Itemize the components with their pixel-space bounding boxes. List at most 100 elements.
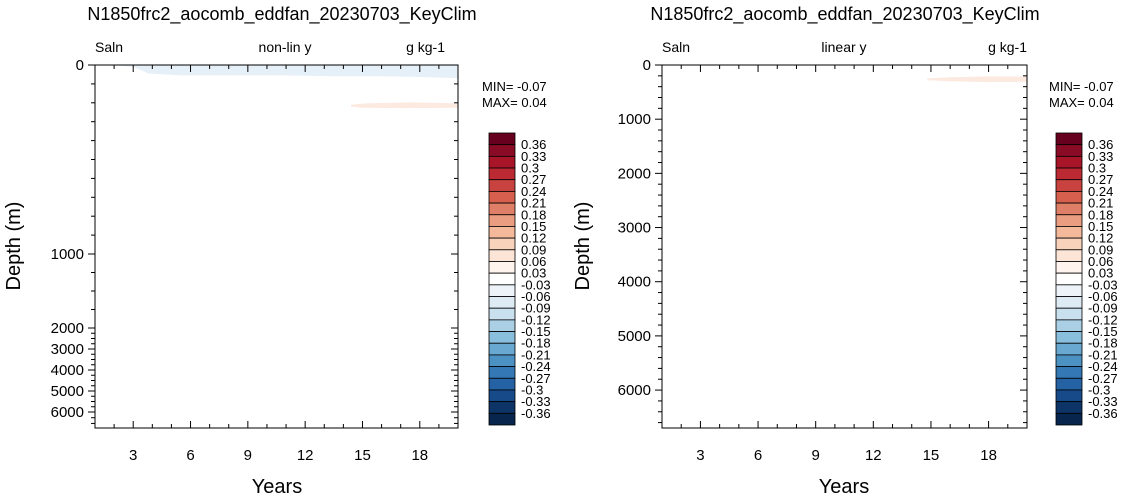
y-tick-label: 2000 xyxy=(51,320,84,337)
y-tick-label: 0 xyxy=(76,57,84,74)
colorbar-label: 0.06 xyxy=(521,254,546,269)
colorbar-label: 0.27 xyxy=(1088,172,1113,187)
colorbar-swatch xyxy=(1055,202,1083,216)
x-axis-label: Years xyxy=(252,476,302,498)
y-ticks: 0 1000 2000 3000 4000 5000 6000 xyxy=(618,57,1027,424)
colorbar-label: -0.15 xyxy=(1088,324,1118,339)
y-tick-label: 5000 xyxy=(618,328,651,345)
colorbar-swatch xyxy=(488,132,516,146)
colorbar-label: -0.18 xyxy=(521,336,551,351)
x-tick-label: 15 xyxy=(923,447,940,464)
colorbar-label: -0.21 xyxy=(521,347,551,362)
colorbar-swatch xyxy=(488,377,516,391)
colorbar-label: 0.3 xyxy=(521,161,539,176)
colorbar-swatch xyxy=(488,319,516,332)
colorbar-label: 0.15 xyxy=(521,219,546,234)
colorbar-swatch xyxy=(488,307,516,321)
colorbar-label: 0.12 xyxy=(1088,231,1113,246)
x-tick-label: 12 xyxy=(865,447,882,464)
colorbar-label: -0.03 xyxy=(1088,277,1118,292)
colorbar-swatch xyxy=(1055,190,1083,204)
x-tick-label: 3 xyxy=(129,447,137,464)
colorbar-swatch xyxy=(488,144,516,157)
x-ticks: 3 6 9 12 15 18 xyxy=(661,65,1028,464)
y-tick-label: 1000 xyxy=(51,246,84,263)
panel-linear: N1850frc2_aocomb_eddfan_20230703_KeyClim… xyxy=(572,4,1118,498)
colorbar-label: 0.24 xyxy=(1088,184,1113,199)
x-axis-label: Years xyxy=(819,476,869,498)
colorbar-swatch xyxy=(1055,377,1083,391)
y-axis-label: Depth (m) xyxy=(572,202,594,291)
colorbar-swatch xyxy=(1055,272,1083,286)
colorbar-label: -0.24 xyxy=(1088,359,1118,374)
colorbar-label: -0.12 xyxy=(521,312,551,327)
y-ticks: 0 1000 2000 3000 4000 5000 6000 xyxy=(51,57,458,424)
max-label: MAX= 0.04 xyxy=(1049,95,1114,110)
x-tick-label: 9 xyxy=(812,447,820,464)
x-tick-label: 3 xyxy=(696,447,704,464)
y-tick-label: 4000 xyxy=(51,362,84,379)
x-tick-label: 9 xyxy=(244,447,252,464)
scale-label: linear y xyxy=(821,39,866,55)
colorbar-swatch xyxy=(1055,167,1083,181)
y-axis-label: Depth (m) xyxy=(3,202,25,291)
colorbar-label: -0.36 xyxy=(521,406,551,421)
colorbar-label: 0.21 xyxy=(521,196,546,211)
colorbar-swatch xyxy=(1055,412,1083,426)
colorbar-label: 0.33 xyxy=(521,149,546,164)
colorbar-label: 0.24 xyxy=(521,184,546,199)
colorbar-label: 0.3 xyxy=(1088,161,1106,176)
colorbar-swatch xyxy=(1055,331,1083,344)
contour-fills xyxy=(927,76,1027,83)
colorbar-label: -0.3 xyxy=(1088,382,1110,397)
colorbar-swatch xyxy=(488,202,516,216)
colorbar-swatch xyxy=(1055,144,1083,157)
colorbar-swatch xyxy=(488,272,516,286)
y-tick-label: 3000 xyxy=(51,341,84,358)
y-tick-label: 2000 xyxy=(618,165,651,182)
units-label: g kg-1 xyxy=(988,39,1027,55)
colorbar-swatch xyxy=(1055,389,1083,403)
contour-fills xyxy=(114,65,458,109)
y-tick-label: 3000 xyxy=(618,220,651,237)
y-tick-label: 6000 xyxy=(51,404,84,421)
colorbar-swatch xyxy=(1055,226,1083,239)
colorbar-label: -0.15 xyxy=(521,324,551,339)
colorbar-swatch xyxy=(1055,296,1083,309)
colorbar-swatch xyxy=(488,366,516,379)
colorbar-label: -0.33 xyxy=(1088,394,1118,409)
colorbar-label: 0.09 xyxy=(521,242,546,257)
x-tick-label: 18 xyxy=(980,447,997,464)
colorbar-swatch xyxy=(488,261,516,274)
colorbar-label: -0.18 xyxy=(1088,336,1118,351)
min-label: MIN= -0.07 xyxy=(482,79,547,94)
colorbar-swatch xyxy=(1055,261,1083,274)
variable-label: Saln xyxy=(662,39,690,55)
colorbar-swatch xyxy=(488,389,516,403)
colorbar-swatch xyxy=(1055,307,1083,321)
colorbar-label: 0.06 xyxy=(1088,254,1113,269)
panel-title: N1850frc2_aocomb_eddfan_20230703_KeyClim xyxy=(87,4,476,25)
colorbar-label: 0.18 xyxy=(1088,207,1113,222)
min-label: MIN= -0.07 xyxy=(1049,79,1114,94)
colorbar-label: -0.21 xyxy=(1088,347,1118,362)
colorbar-label: 0.36 xyxy=(1088,137,1113,152)
colorbar-swatch xyxy=(1055,214,1083,227)
colorbar-swatch xyxy=(488,342,516,356)
y-tick-label: 4000 xyxy=(618,274,651,291)
colorbar-label: 0.18 xyxy=(521,207,546,222)
colorbar-swatch xyxy=(1055,319,1083,332)
colorbar-swatch xyxy=(488,214,516,227)
scale-label: non-lin y xyxy=(259,39,312,55)
plot-area xyxy=(95,65,458,428)
colorbar-label: -0.27 xyxy=(1088,371,1118,386)
y-tick-label: 6000 xyxy=(618,382,651,399)
colorbar-label: 0.12 xyxy=(521,231,546,246)
colorbar-label: -0.09 xyxy=(1088,301,1118,316)
colorbar-label: -0.06 xyxy=(1088,289,1118,304)
plot-frame xyxy=(661,64,1028,429)
colorbar-swatch xyxy=(488,296,516,309)
colorbar-label: 0.03 xyxy=(521,266,546,281)
max-label: MAX= 0.04 xyxy=(482,95,547,110)
y-tick-label: 5000 xyxy=(51,383,84,400)
